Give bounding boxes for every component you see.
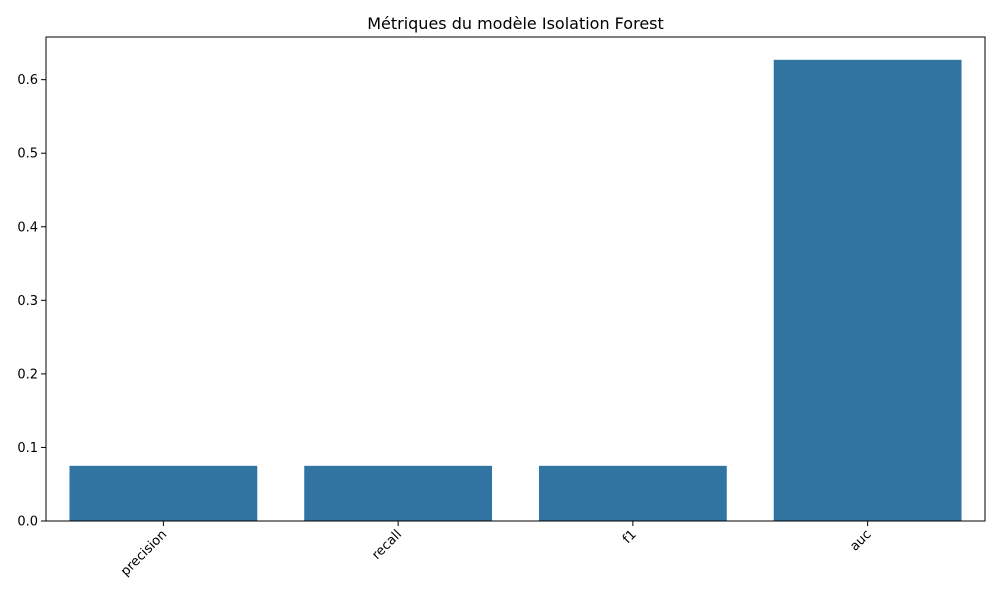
bar-precision bbox=[69, 465, 258, 521]
axes-spines bbox=[45, 36, 986, 522]
y-axis: 0.0 0.1 0.2 0.3 0.4 0.5 0.6 bbox=[17, 73, 46, 530]
bar-recall bbox=[304, 465, 493, 521]
bar-f1 bbox=[538, 465, 727, 521]
x-tick-label-f1: f1 bbox=[620, 527, 640, 547]
x-tick-label-precision: precision bbox=[118, 527, 170, 579]
x-tick-label-auc: auc bbox=[847, 527, 874, 554]
y-tick-label: 0.5 bbox=[17, 147, 38, 162]
y-tick-label: 0.1 bbox=[17, 441, 38, 456]
bars-group bbox=[69, 59, 962, 522]
x-tick-label-recall: recall bbox=[369, 527, 405, 563]
chart-title: Métriques du modèle Isolation Forest bbox=[367, 14, 664, 33]
y-tick-label: 0.2 bbox=[17, 367, 38, 382]
y-tick-label: 0.6 bbox=[17, 73, 38, 88]
bar-auc bbox=[773, 59, 962, 522]
y-tick-label: 0.0 bbox=[17, 515, 38, 530]
y-tick-label: 0.3 bbox=[17, 294, 38, 309]
y-tick-label: 0.4 bbox=[17, 220, 38, 235]
plot-frame bbox=[45, 36, 986, 522]
x-axis: precision recall f1 auc bbox=[118, 521, 874, 579]
